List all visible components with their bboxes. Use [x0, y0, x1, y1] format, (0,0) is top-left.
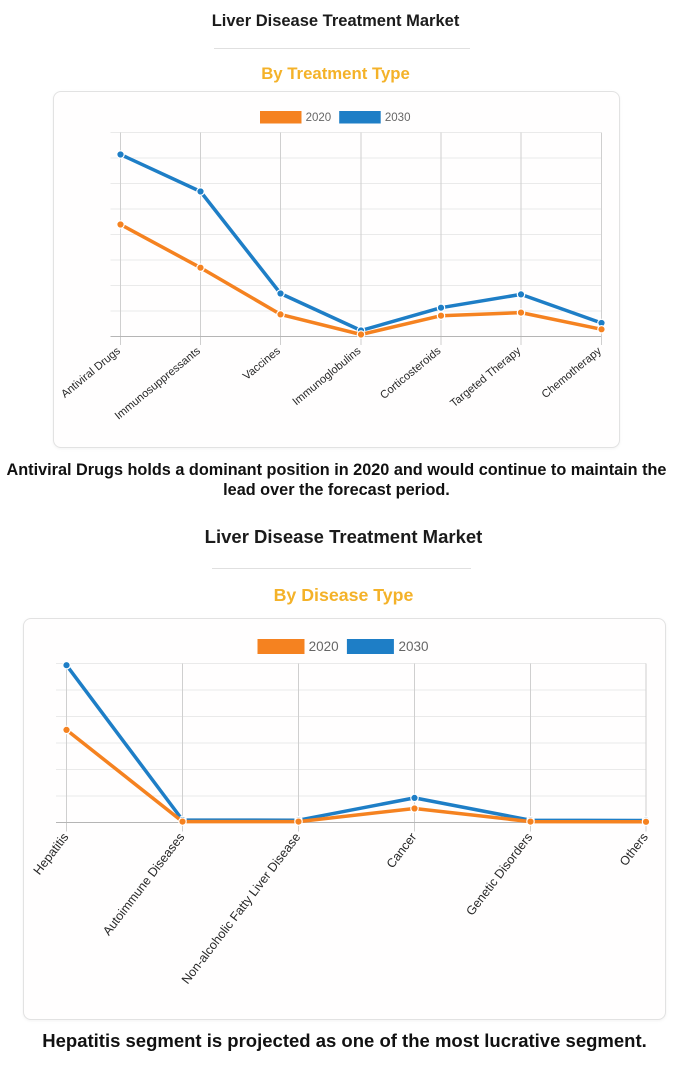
- svg-text:Autoimmune Diseases: Autoimmune Diseases: [100, 830, 187, 938]
- svg-text:Non-alcoholic Fatty Liver Dise: Non-alcoholic Fatty Liver Disease: [179, 830, 303, 986]
- svg-text:Cancer: Cancer: [384, 830, 420, 870]
- svg-text:Corticosteroids: Corticosteroids: [378, 345, 444, 402]
- svg-text:Hepatitis: Hepatitis: [31, 830, 72, 877]
- svg-text:2020: 2020: [309, 639, 339, 654]
- svg-text:2030: 2030: [385, 112, 411, 124]
- svg-text:Immunosuppressants: Immunosuppressants: [113, 345, 203, 423]
- svg-text:Antiviral Drugs: Antiviral Drugs: [59, 345, 123, 401]
- svg-text:Genetic Disorders: Genetic Disorders: [463, 830, 535, 918]
- svg-text:Vaccines: Vaccines: [241, 345, 283, 383]
- svg-text:Chemotherapy: Chemotherapy: [540, 345, 605, 401]
- svg-text:2020: 2020: [306, 112, 332, 124]
- svg-text:Targeted Therapy: Targeted Therapy: [448, 345, 523, 410]
- svg-text:Immunoglobulins: Immunoglobulins: [291, 345, 364, 408]
- svg-text:2030: 2030: [399, 639, 429, 654]
- svg-text:Others: Others: [617, 830, 651, 868]
